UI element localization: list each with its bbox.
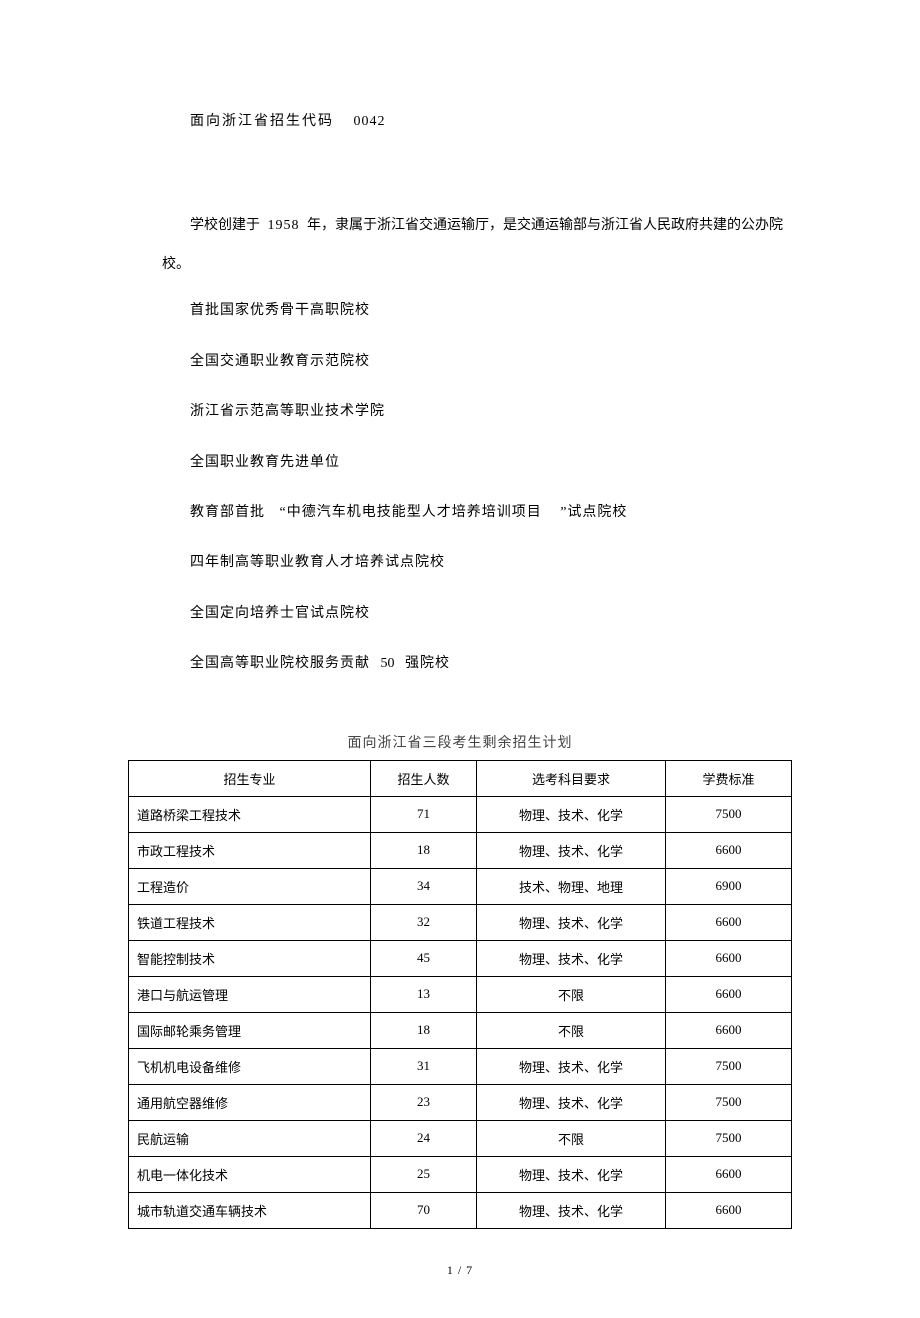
admission-code-label: 面向浙江省招生代码 — [190, 114, 334, 129]
cell-fee: 6600 — [666, 1012, 792, 1048]
intro-year: 1958 — [268, 218, 300, 233]
list-item: 四年制高等职业教育人才培养试点院校 — [190, 552, 792, 574]
cell-subjects: 不限 — [477, 1120, 666, 1156]
table-title: 面向浙江省三段考生剩余招生计划 — [128, 732, 792, 752]
rank-num: 50 — [381, 656, 395, 671]
rank-suffix: 强院校 — [405, 656, 450, 671]
table-row: 市政工程技术18物理、技术、化学6600 — [129, 832, 792, 868]
cell-subjects: 物理、技术、化学 — [477, 904, 666, 940]
cell-count: 24 — [370, 1120, 476, 1156]
cell-count: 34 — [370, 868, 476, 904]
cell-fee: 6600 — [666, 832, 792, 868]
cell-subjects: 物理、技术、化学 — [477, 832, 666, 868]
col-header-count: 招生人数 — [370, 760, 476, 796]
cell-major: 市政工程技术 — [129, 832, 371, 868]
col-header-major: 招生专业 — [129, 760, 371, 796]
cell-fee: 7500 — [666, 1048, 792, 1084]
page-total: 7 — [466, 1263, 473, 1277]
cell-subjects: 物理、技术、化学 — [477, 1048, 666, 1084]
page-current: 1 — [447, 1263, 454, 1277]
cell-major: 机电一体化技术 — [129, 1156, 371, 1192]
cell-subjects: 物理、技术、化学 — [477, 1084, 666, 1120]
col-header-fee: 学费标准 — [666, 760, 792, 796]
table-row: 港口与航运管理13不限6600 — [129, 976, 792, 1012]
table-row: 道路桥梁工程技术71物理、技术、化学7500 — [129, 796, 792, 832]
cell-count: 18 — [370, 832, 476, 868]
table-row: 飞机机电设备维修31物理、技术、化学7500 — [129, 1048, 792, 1084]
cell-fee: 7500 — [666, 1084, 792, 1120]
cell-fee: 6600 — [666, 940, 792, 976]
admission-code-value: 0042 — [354, 114, 386, 129]
cell-count: 23 — [370, 1084, 476, 1120]
list-item: 首批国家优秀骨干高职院校 — [190, 300, 792, 322]
col-header-subjects: 选考科目要求 — [477, 760, 666, 796]
page-sep: / — [458, 1263, 462, 1277]
project-closing: ”试点院校 — [560, 505, 627, 520]
cell-subjects: 物理、技术、化学 — [477, 796, 666, 832]
cell-fee: 6600 — [666, 1156, 792, 1192]
cell-subjects: 不限 — [477, 976, 666, 1012]
table-row: 通用航空器维修23物理、技术、化学7500 — [129, 1084, 792, 1120]
cell-major: 铁道工程技术 — [129, 904, 371, 940]
intro-paragraph: 学校创建于 1958 年，隶属于浙江省交通运输厅，是交通运输部与浙江省人民政府共… — [128, 206, 792, 284]
table-row: 智能控制技术45物理、技术、化学6600 — [129, 940, 792, 976]
cell-count: 70 — [370, 1192, 476, 1228]
cell-subjects: 物理、技术、化学 — [477, 1156, 666, 1192]
table-header-row: 招生专业 招生人数 选考科目要求 学费标准 — [129, 760, 792, 796]
rank-prefix: 全国高等职业院校服务贡献 — [190, 656, 370, 671]
cell-major: 道路桥梁工程技术 — [129, 796, 371, 832]
list-item: 浙江省示范高等职业技术学院 — [190, 401, 792, 423]
table-body: 道路桥梁工程技术71物理、技术、化学7500市政工程技术18物理、技术、化学66… — [129, 796, 792, 1228]
cell-count: 31 — [370, 1048, 476, 1084]
table-row: 工程造价34技术、物理、地理6900 — [129, 868, 792, 904]
cell-subjects: 物理、技术、化学 — [477, 940, 666, 976]
cell-major: 国际邮轮乘务管理 — [129, 1012, 371, 1048]
enrollment-plan-table: 招生专业 招生人数 选考科目要求 学费标准 道路桥梁工程技术71物理、技术、化学… — [128, 760, 792, 1229]
cell-major: 飞机机电设备维修 — [129, 1048, 371, 1084]
list-item-project: 教育部首批 “中德汽车机电技能型人才培养培训项目 ”试点院校 — [190, 502, 792, 524]
cell-fee: 6600 — [666, 976, 792, 1012]
list-item: 全国职业教育先进单位 — [190, 452, 792, 474]
cell-count: 71 — [370, 796, 476, 832]
cell-subjects: 不限 — [477, 1012, 666, 1048]
page-number: 1 / 7 — [128, 1263, 792, 1278]
cell-count: 13 — [370, 976, 476, 1012]
cell-subjects: 物理、技术、化学 — [477, 1192, 666, 1228]
table-row: 民航运输24不限7500 — [129, 1120, 792, 1156]
table-row: 机电一体化技术25物理、技术、化学6600 — [129, 1156, 792, 1192]
table-row: 国际邮轮乘务管理18不限6600 — [129, 1012, 792, 1048]
intro-prefix: 学校创建于 — [190, 218, 260, 233]
cell-count: 45 — [370, 940, 476, 976]
cell-fee: 7500 — [666, 796, 792, 832]
table-row: 铁道工程技术32物理、技术、化学6600 — [129, 904, 792, 940]
project-prefix: 教育部首批 — [190, 505, 265, 520]
honors-list: 首批国家优秀骨干高职院校 全国交通职业教育示范院校 浙江省示范高等职业技术学院 … — [128, 300, 792, 675]
cell-major: 通用航空器维修 — [129, 1084, 371, 1120]
cell-fee: 7500 — [666, 1120, 792, 1156]
cell-count: 18 — [370, 1012, 476, 1048]
list-item: 全国交通职业教育示范院校 — [190, 351, 792, 373]
cell-major: 智能控制技术 — [129, 940, 371, 976]
admission-code-line: 面向浙江省招生代码 0042 — [128, 110, 792, 130]
cell-fee: 6600 — [666, 1192, 792, 1228]
cell-count: 25 — [370, 1156, 476, 1192]
list-item-rank: 全国高等职业院校服务贡献 50 强院校 — [190, 653, 792, 675]
project-quoted: “中德汽车机电技能型人才培养培训项目 — [280, 505, 542, 520]
table-row: 城市轨道交通车辆技术70物理、技术、化学6600 — [129, 1192, 792, 1228]
list-item: 全国定向培养士官试点院校 — [190, 603, 792, 625]
cell-major: 工程造价 — [129, 868, 371, 904]
cell-major: 民航运输 — [129, 1120, 371, 1156]
cell-fee: 6600 — [666, 904, 792, 940]
cell-major: 港口与航运管理 — [129, 976, 371, 1012]
cell-major: 城市轨道交通车辆技术 — [129, 1192, 371, 1228]
cell-subjects: 技术、物理、地理 — [477, 868, 666, 904]
cell-count: 32 — [370, 904, 476, 940]
cell-fee: 6900 — [666, 868, 792, 904]
